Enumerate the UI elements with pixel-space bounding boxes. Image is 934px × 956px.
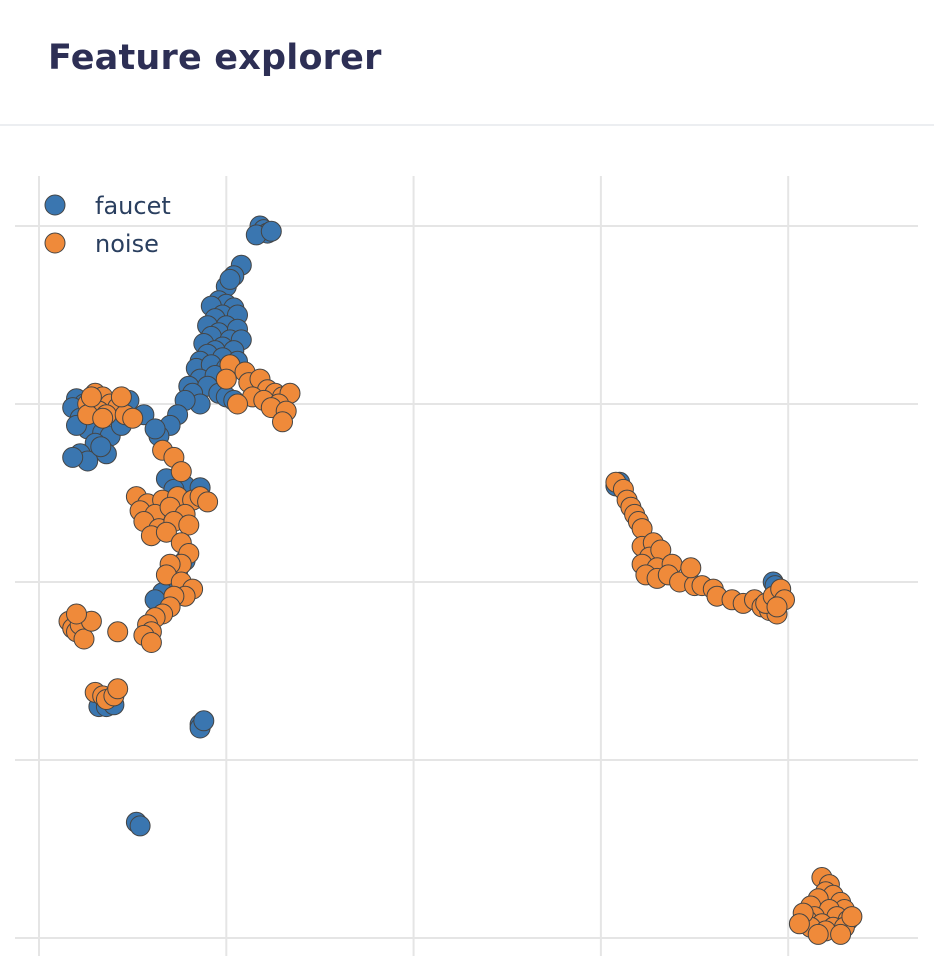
legend-label-noise: noise <box>95 230 159 258</box>
data-point-faucet[interactable] <box>62 446 84 468</box>
plot-points <box>58 215 863 945</box>
data-point-noise[interactable] <box>110 386 132 408</box>
legend-label-faucet: faucet <box>95 192 171 220</box>
data-point-noise[interactable] <box>122 407 144 429</box>
data-point-noise[interactable] <box>215 368 237 390</box>
data-point-noise[interactable] <box>170 461 192 483</box>
data-point-noise[interactable] <box>107 621 129 643</box>
data-point-noise[interactable] <box>66 603 87 625</box>
legend-marker-noise <box>44 232 66 254</box>
data-point-faucet[interactable] <box>260 220 282 242</box>
data-point-noise[interactable] <box>272 411 293 433</box>
grid-lines <box>15 176 918 956</box>
data-point-noise[interactable] <box>155 521 177 543</box>
data-point-noise[interactable] <box>92 407 114 429</box>
data-point-noise[interactable] <box>140 632 162 653</box>
data-point-noise[interactable] <box>197 491 219 513</box>
header: Feature explorer <box>0 0 934 126</box>
data-point-noise[interactable] <box>227 393 248 415</box>
data-point-noise[interactable] <box>80 386 102 408</box>
data-point-faucet[interactable] <box>144 418 166 440</box>
data-point-noise[interactable] <box>807 923 829 945</box>
data-point-noise[interactable] <box>841 906 863 928</box>
series-noise <box>58 354 863 945</box>
data-point-noise[interactable] <box>178 514 200 536</box>
legend-item-noise[interactable]: noise <box>44 230 159 258</box>
legend[interactable]: faucet noise <box>44 192 171 258</box>
data-point-noise[interactable] <box>788 913 810 935</box>
page-title: Feature explorer <box>48 38 382 78</box>
legend-item-faucet[interactable]: faucet <box>44 192 171 220</box>
data-point-faucet[interactable] <box>219 268 241 290</box>
data-point-noise[interactable] <box>830 923 852 945</box>
data-point-noise[interactable] <box>680 557 702 579</box>
data-point-faucet[interactable] <box>90 436 112 458</box>
scatter-plot[interactable]: faucet noise <box>0 126 934 956</box>
data-point-noise[interactable] <box>766 596 788 618</box>
data-point-faucet[interactable] <box>129 815 151 837</box>
data-point-noise[interactable] <box>73 628 95 650</box>
data-point-faucet[interactable] <box>193 710 215 732</box>
data-point-noise[interactable] <box>107 678 129 700</box>
legend-marker-faucet <box>44 194 66 216</box>
